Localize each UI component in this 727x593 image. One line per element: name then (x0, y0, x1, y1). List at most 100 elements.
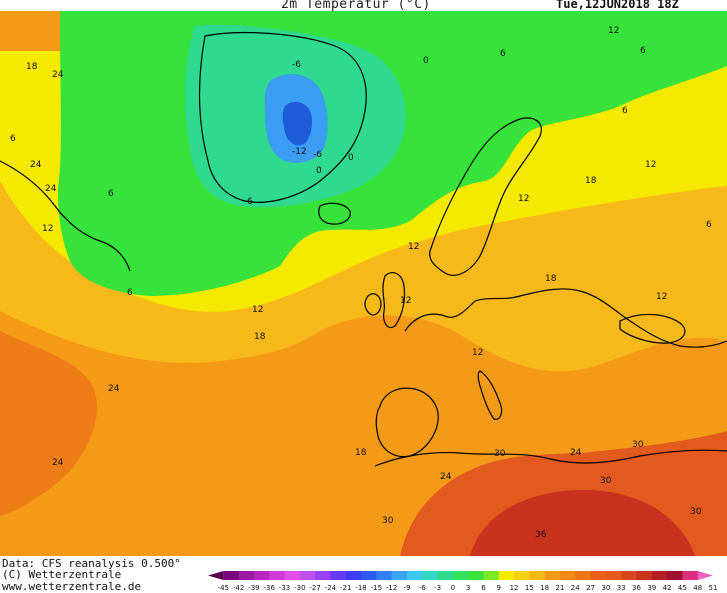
legend-tick-label: 33 (617, 584, 626, 592)
isotherm-label: 6 (500, 49, 506, 59)
isotherm-label: 12 (472, 348, 483, 358)
legend-swatch (330, 571, 347, 580)
isotherm-label: 18 (545, 274, 557, 284)
legend-swatch (345, 571, 362, 580)
legend-tick-label: 30 (601, 584, 610, 592)
legend-arrow-left (208, 571, 224, 580)
legend-tick-label: 39 (647, 584, 656, 592)
legend-swatch (238, 571, 255, 580)
legend-tick-label: 12 (510, 584, 519, 592)
coast-greenland (198, 31, 367, 203)
legend-swatch (422, 571, 439, 580)
legend-tick-label: 21 (556, 584, 565, 592)
coast-blacksea (619, 313, 686, 344)
isotherm-label: -6 (292, 60, 301, 70)
legend-tick-label: -21 (340, 584, 351, 592)
legend-swatch (514, 571, 530, 580)
isotherm-label: 12 (42, 224, 53, 234)
legend-tick-label: -33 (279, 584, 290, 592)
legend-swatch (483, 571, 500, 580)
legend-swatch (529, 571, 546, 580)
legend-swatch (651, 571, 668, 580)
data-source: Data: CFS reanalysis 0.500° (2, 557, 181, 570)
legend-swatch (621, 571, 637, 580)
isotherm-label: 18 (26, 62, 38, 72)
legend-tick-label: -27 (309, 584, 320, 592)
isotherm-label: 12 (518, 194, 529, 204)
coast-ireland (364, 293, 382, 316)
legend-swatch (253, 571, 270, 580)
coast-britain (382, 272, 406, 329)
isotherm-label: 0 (348, 153, 354, 163)
isotherm-label: 30 (494, 449, 506, 459)
legend-tick-label: -24 (325, 584, 337, 592)
isotherm-label: 24 (52, 458, 64, 468)
legend-swatch (590, 571, 607, 580)
legend-swatch (667, 571, 683, 580)
legend-swatch (437, 571, 454, 580)
legend-tick-label: 3 (466, 584, 470, 592)
temperature-map: 18 24 24 24 12 6 -6 -12 -6 0 0 6 0 12 6 … (0, 11, 727, 556)
copyright: (C) Wetterzentrale (2, 568, 122, 581)
isotherm-label: 18 (585, 176, 597, 186)
isotherm-label: 24 (45, 184, 57, 194)
isotherm-label: 6 (622, 106, 628, 116)
coast-africa (374, 449, 727, 467)
legend-tick-label: 48 (693, 584, 702, 592)
isotherm-label: 30 (632, 440, 644, 450)
legend-tick-label: -12 (386, 584, 397, 592)
legend-swatch (391, 571, 408, 580)
legend-tick-label: -36 (263, 584, 275, 592)
zone-deep-blue (282, 101, 313, 146)
legend-swatch (575, 571, 592, 580)
isotherm-label: 6 (247, 197, 253, 207)
legend-tick-label: -9 (403, 584, 410, 592)
isotherm-label: 24 (440, 472, 452, 482)
coast-scandinavia (429, 117, 542, 276)
isotherm-label: 18 (254, 332, 266, 342)
legend-swatch (682, 571, 699, 580)
legend-swatch (376, 571, 393, 580)
isotherm-label: 36 (535, 530, 547, 540)
isotherm-label: 12 (252, 305, 263, 315)
isotherm-label: 0 (316, 166, 322, 176)
legend-swatch (452, 571, 469, 580)
map-date: Tue,12JUN2018 18Z (556, 0, 679, 11)
legend-tick-label: 18 (540, 584, 549, 592)
isotherm-label: 24 (30, 160, 42, 170)
legend-swatch (468, 571, 484, 580)
legend-tick-label: 15 (525, 584, 534, 592)
legend-tick-label: 24 (571, 584, 580, 592)
isotherm-label: 24 (570, 448, 582, 458)
isotherm-label: -12 (292, 147, 307, 157)
map-title: 2m Temperatur (°C) (281, 0, 431, 12)
legend-swatch (361, 571, 377, 580)
legend-tick-label: 27 (586, 584, 595, 592)
legend-tick-label: 45 (678, 584, 687, 592)
legend-tick-label: 51 (709, 584, 718, 592)
legend-swatch (284, 571, 301, 580)
isotherm-label: 30 (600, 476, 612, 486)
legend-swatch (498, 571, 515, 580)
legend-tick-label: 36 (632, 584, 641, 592)
zone-very-hot (470, 490, 695, 556)
legend-swatch (636, 571, 653, 580)
isotherm-label: 6 (706, 220, 712, 230)
isotherm-label: 6 (10, 134, 16, 144)
legend-arrow-right (697, 571, 713, 580)
coast-italy (477, 370, 503, 420)
legend-swatch (406, 571, 423, 580)
legend-swatch (269, 571, 286, 580)
isotherm-label: 6 (640, 46, 646, 56)
isotherm-label: 24 (52, 70, 64, 80)
isotherm-label: 24 (108, 384, 120, 394)
isotherm-label: 12 (608, 26, 619, 36)
isotherm-label: 12 (645, 160, 656, 170)
legend-tick-label: 6 (481, 584, 486, 592)
zone-ocean-warm (0, 331, 98, 516)
isotherm-label: 12 (400, 296, 411, 306)
isotherm-label: 12 (656, 292, 667, 302)
legend-tick-label: -15 (371, 584, 382, 592)
coastlines (0, 31, 727, 467)
coast-canada (0, 160, 131, 272)
